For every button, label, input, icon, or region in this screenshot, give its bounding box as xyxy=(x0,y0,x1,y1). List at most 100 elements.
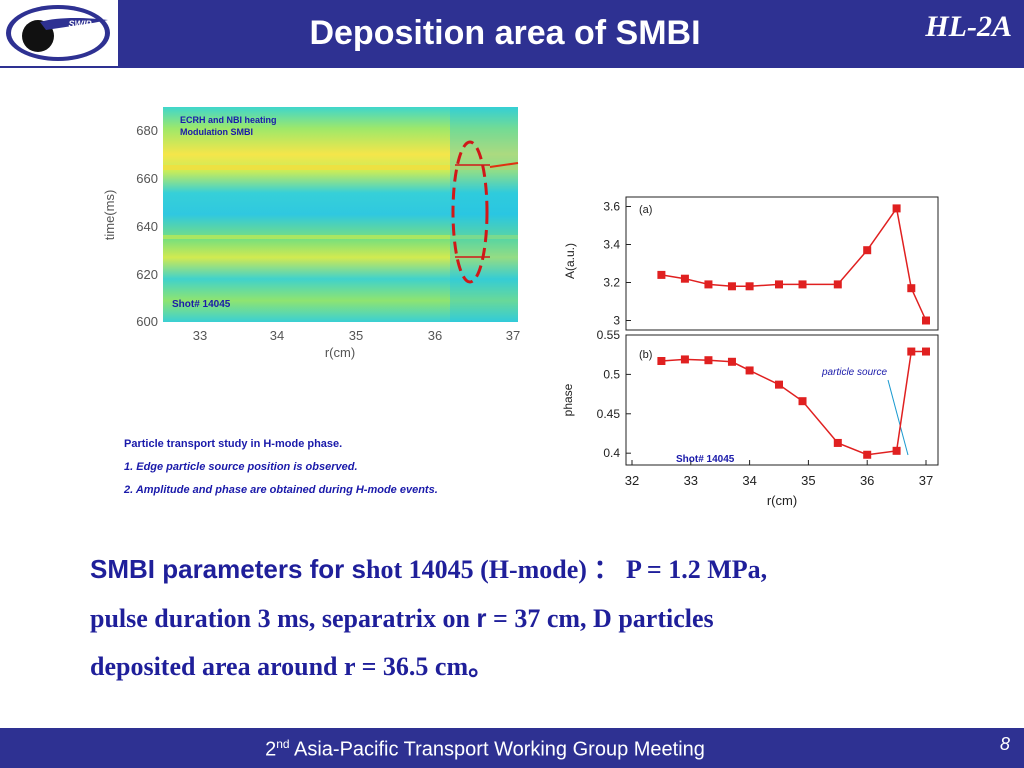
slide-footer: 2nd Asia-Pacific Transport Working Group… xyxy=(0,728,1024,768)
page-title: Deposition area of SMBI xyxy=(309,14,701,52)
contour-xlabel: r(cm) xyxy=(325,345,355,360)
contour-shot-label: Shot# 14045 xyxy=(172,299,231,310)
caption-line-1: SMBI parameters for shot 14045 (H-mode) … xyxy=(90,545,990,594)
caption-line-2: pulse duration 3 ms, separatrix on r = 3… xyxy=(90,594,990,643)
data-point xyxy=(704,356,713,365)
panel-b-yticks: 0.4 0.45 0.5 0.55 xyxy=(597,328,631,460)
x-tick-label: 35 xyxy=(801,473,815,488)
contour-xtick: 37 xyxy=(506,328,520,343)
notes-item: 1. Edge particle source position is obse… xyxy=(124,461,358,473)
footer-meeting-name: Asia-Pacific Transport Working Group Mee… xyxy=(289,738,705,761)
series-points-a xyxy=(657,204,930,325)
plot-frame-b xyxy=(625,334,939,466)
data-point xyxy=(657,357,666,365)
x-tick-label: 34 xyxy=(742,473,756,488)
y-tick-label: 0.4 xyxy=(603,446,620,460)
data-point xyxy=(892,446,901,455)
brand-label: HL-2A xyxy=(925,10,1012,44)
panel-label-b: (b) xyxy=(639,349,652,361)
y-tick-label: 3.2 xyxy=(603,276,620,290)
data-point xyxy=(727,282,736,291)
y-tick-label: 3 xyxy=(613,314,620,328)
logo-text: SWIP xyxy=(68,19,92,29)
contour-ytick: 680 xyxy=(136,123,158,138)
y-tick-label: 3.4 xyxy=(603,238,620,252)
panel-a-yticks: 3 3.2 3.4 3.6 xyxy=(603,200,631,328)
contour-ylabel: time(ms) xyxy=(102,190,117,241)
contour-legend-line2: Modulation SMBI xyxy=(180,127,253,137)
data-point xyxy=(892,204,901,213)
x-tick-label: 33 xyxy=(684,473,698,488)
data-point xyxy=(680,355,689,364)
data-point xyxy=(863,450,872,459)
caption-pulse: pulse duration 3 ms, separatrix on xyxy=(90,604,477,633)
caption-paragraph: SMBI parameters for shot 14045 (H-mode) … xyxy=(90,545,990,691)
figure-svg: ECRH and NBI heating Modulation SMBI Sho… xyxy=(102,107,939,508)
contour-xtick: 35 xyxy=(349,328,363,343)
annotation-arrow xyxy=(887,379,909,456)
deposition-ellipse xyxy=(451,140,489,284)
y-tick-label: 0.55 xyxy=(597,328,621,342)
swip-logo-icon: SWIP xyxy=(6,5,110,61)
data-point xyxy=(775,380,783,389)
data-point xyxy=(745,282,754,291)
contour-feature xyxy=(489,162,519,168)
chart-panel-a: (a) A(a.u.) 3 3.2 3.4 3.6 xyxy=(563,196,939,331)
contour-band xyxy=(163,165,518,170)
contour-xtick: 33 xyxy=(193,328,207,343)
data-point xyxy=(727,357,736,366)
y-tick-label: 0.5 xyxy=(603,367,620,381)
panel-b-xticks: 32 33 34 35 36 37 xyxy=(625,460,933,488)
data-point xyxy=(798,280,807,289)
slide-header: SWIP Deposition area of SMBI HL-2A xyxy=(0,0,1024,68)
caption-shot: hot 14045 (H-mode) ： xyxy=(365,555,620,584)
caption-separatrix: = 37 cm, D particles xyxy=(486,604,714,633)
x-tick-label: 32 xyxy=(625,473,639,488)
data-point xyxy=(775,280,783,289)
data-point xyxy=(907,284,916,293)
data-point xyxy=(833,280,842,289)
footer-ordinal-suffix: nd xyxy=(276,737,290,751)
footer-ordinal: 2 xyxy=(265,738,277,761)
swip-logo: SWIP xyxy=(0,0,118,66)
x-tick-label: 37 xyxy=(919,473,933,488)
panel-b-ylabel: phase xyxy=(561,383,575,416)
contour-band xyxy=(163,235,518,239)
footer-text: 2nd Asia-Pacific Transport Working Group… xyxy=(0,737,970,762)
notes-heading: Particle transport study in H-mode phase… xyxy=(124,438,342,450)
series-points-b xyxy=(657,347,930,459)
data-point xyxy=(745,366,754,375)
data-point xyxy=(922,316,930,325)
contour-legend-line1: ECRH and NBI heating xyxy=(180,115,277,125)
contour-xtick: 36 xyxy=(428,328,442,343)
chart-panel-b: (b) phase 0.4 0.45 0.5 0.55 32 33 34 35 36 37 r(… xyxy=(561,328,939,508)
contour-image xyxy=(163,107,518,322)
panel-label-a: (a) xyxy=(639,204,652,216)
data-point xyxy=(680,274,689,283)
caption-lead: SMBI parameters for s xyxy=(90,554,366,584)
contour-xtick: 34 xyxy=(270,328,284,343)
panel-b-shot-label: Shot# 14045 xyxy=(676,454,735,465)
plot-frame-a xyxy=(625,196,939,331)
figure-region: ECRH and NBI heating Modulation SMBI Sho… xyxy=(100,95,960,515)
notes-item: 2. Amplitude and phase are obtained duri… xyxy=(123,484,438,496)
brand-text: HL-2A xyxy=(925,10,1012,43)
caption-r-symbol: r xyxy=(476,603,487,633)
contour-ytick: 660 xyxy=(136,171,158,186)
data-point xyxy=(833,438,842,447)
notes-block: Particle transport study in H-mode phase… xyxy=(123,438,438,496)
data-point xyxy=(798,397,807,406)
contour-ytick: 600 xyxy=(136,314,158,329)
panel-b-xlabel: r(cm) xyxy=(767,493,797,508)
caption-line-3: deposited area around r = 36.5 cm。 xyxy=(90,652,495,681)
panel-a-ylabel: A(a.u.) xyxy=(563,243,577,279)
y-tick-label: 0.45 xyxy=(597,407,621,421)
y-tick-label: 3.6 xyxy=(603,200,620,214)
caption-pressure: P = 1.2 MPa, xyxy=(619,555,768,584)
page-number: 8 xyxy=(999,734,1010,754)
contour-ytick: 620 xyxy=(136,267,158,282)
contour-edge xyxy=(450,107,518,322)
data-point xyxy=(922,347,930,356)
x-tick-label: 36 xyxy=(860,473,874,488)
contour-ytick: 640 xyxy=(136,219,158,234)
